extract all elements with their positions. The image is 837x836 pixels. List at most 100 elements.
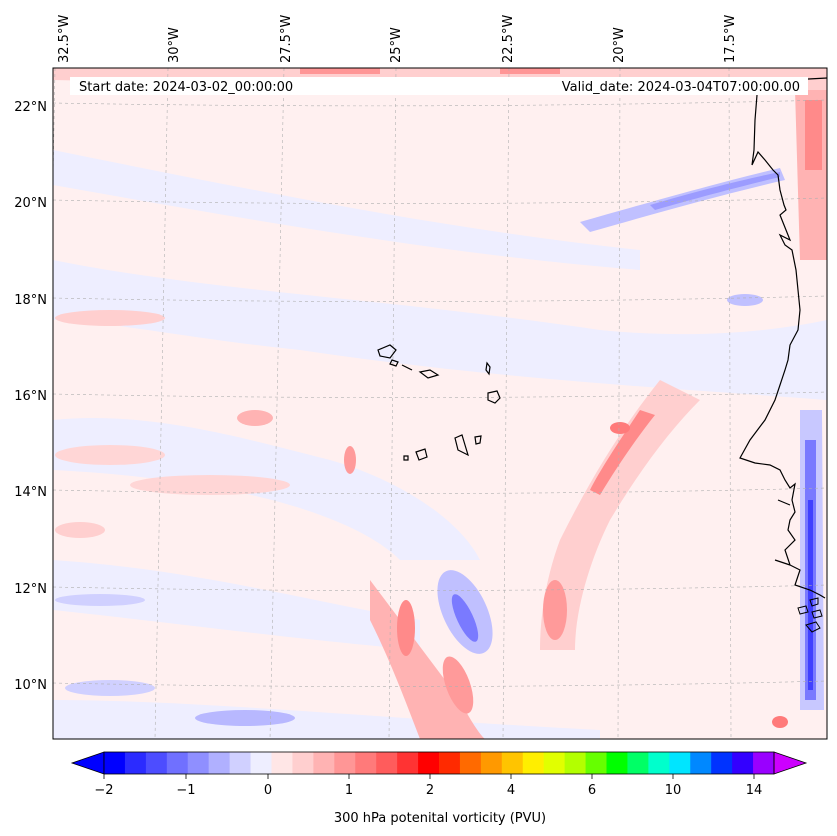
pv-red-blob-8 [772, 716, 788, 728]
pv-blue-blob-5 [727, 294, 763, 306]
colorbar-tick-label: 6 [588, 783, 596, 798]
latitude-labels: 22°N 20°N 18°N 16°N 14°N 12°N 10°N [14, 100, 47, 693]
lat-label: 16°N [14, 389, 47, 404]
colorbar-extend-max [773, 751, 808, 775]
pv-blue-streak-core [650, 172, 780, 210]
lat-label: 22°N [14, 100, 47, 115]
lon-label: 30°W [167, 27, 182, 63]
pv-blue-blob-3 [65, 680, 155, 696]
colorbar-tick-label: 1 [345, 783, 353, 798]
colorbar-cell [250, 752, 272, 774]
pv-field [53, 68, 827, 739]
lat-label: 12°N [14, 582, 47, 597]
colorbar-cell [271, 752, 293, 774]
colorbar-cell [355, 752, 377, 774]
gridlines [53, 68, 827, 739]
colorbar-cell [543, 752, 566, 774]
pv-blue-blob-2 [195, 710, 295, 726]
colorbar-cell [439, 752, 461, 774]
colorbar-cell [208, 752, 231, 774]
colorbar-tick-label: 4 [507, 783, 515, 798]
colorbar-label: 300 hPa potenital vorticity (PVU) [334, 811, 546, 826]
lon-label: 27.5°W [279, 15, 294, 63]
colorbar-tick-label: 10 [665, 783, 682, 798]
colorbar-cell [459, 752, 482, 774]
colorbar-cell [334, 752, 356, 774]
colorbar-cell [690, 752, 712, 774]
colorbar-cell [418, 752, 440, 774]
colorbar-cell [480, 752, 503, 774]
cape-verde-islands [377, 344, 501, 461]
map-frame [52, 67, 828, 740]
colorbar-cell [313, 752, 335, 774]
pv-lowband-2 [53, 150, 640, 270]
lon-label: 22.5°W [501, 15, 516, 63]
colorbar-cell [292, 752, 314, 774]
colorbar: −2 −1 0 1 2 4 6 10 14 300 hPa potenital … [70, 751, 808, 826]
start-date-label: Start date: 2024-03-02_00:00:00 [79, 80, 293, 95]
colorbar-ticks [103, 774, 755, 779]
colorbar-cell [397, 752, 419, 774]
colorbar-cell [564, 752, 586, 774]
colorbar-cell [648, 752, 670, 774]
colorbar-tick-label: −2 [94, 783, 113, 798]
lon-label: 32.5°W [57, 15, 72, 63]
colorbar-frame [103, 751, 775, 775]
colorbar-cell [732, 752, 754, 774]
colorbar-cell [753, 752, 775, 774]
pv-red-blob-5 [55, 310, 165, 326]
pv-red-blob-1 [543, 580, 567, 640]
colorbar-cell [145, 752, 168, 774]
pv-blue-blob-1-core [451, 594, 479, 642]
map-background [53, 68, 827, 739]
map-panel [52, 67, 828, 740]
pv-red-blob-7 [55, 522, 105, 538]
pv-red-top-core [300, 68, 560, 74]
colorbar-cell [501, 752, 524, 774]
colorbar-tick-label: 14 [746, 783, 763, 798]
pv-red-blob-2 [237, 410, 273, 426]
colorbar-cell [124, 752, 147, 774]
pv-blue-blob-4 [55, 594, 145, 606]
lat-label: 10°N [14, 678, 47, 693]
pv-red-blob-3 [344, 446, 356, 474]
colorbar-cells [104, 752, 775, 774]
colorbar-cell [104, 752, 126, 774]
colorbar-cell [522, 752, 545, 774]
pv-red-diag-band [540, 380, 700, 650]
colorbar-tick-label: 2 [426, 783, 434, 798]
colorbar-cell [669, 752, 691, 774]
lon-label: 20°W [612, 27, 627, 63]
colorbar-extend-min [70, 751, 105, 775]
pv-red-blob-4 [55, 445, 165, 465]
valid-date-label: Valid_date: 2024-03-04T07:00:00.00 [562, 80, 800, 95]
pv-blue-coast-max [808, 500, 813, 690]
colorbar-tick-label: 0 [264, 783, 272, 798]
colorbar-cell [627, 752, 649, 774]
colorbar-cell [585, 752, 607, 774]
date-label-strip [70, 77, 808, 95]
pv-red-blob-6 [130, 475, 290, 495]
lat-label: 14°N [14, 485, 47, 500]
pv-red-diag-core [590, 410, 655, 495]
pv-lowband-4 [53, 560, 420, 650]
lat-label: 18°N [14, 293, 47, 308]
longitude-labels: 32.5°W 30°W 27.5°W 25°W 22.5°W 20°W 17.5… [57, 15, 738, 63]
lat-label: 20°N [14, 196, 47, 211]
colorbar-cell [711, 752, 733, 774]
pv-red-south-core [397, 600, 415, 656]
colorbar-cell [376, 752, 398, 774]
pv-lowband-1 [53, 260, 827, 400]
pv-red-east-core [805, 100, 822, 170]
pv-red-south-core-2 [442, 656, 474, 714]
pv-red-blob-9 [610, 422, 630, 434]
colorbar-cell [606, 752, 628, 774]
colorbar-cell [229, 752, 251, 774]
colorbar-cell [166, 752, 189, 774]
bijagos-islands [797, 597, 823, 633]
colorbar-cell [187, 752, 210, 774]
lon-label: 25°W [389, 27, 404, 63]
lon-label: 17.5°W [723, 15, 738, 63]
colorbar-tick-label: −1 [176, 783, 195, 798]
